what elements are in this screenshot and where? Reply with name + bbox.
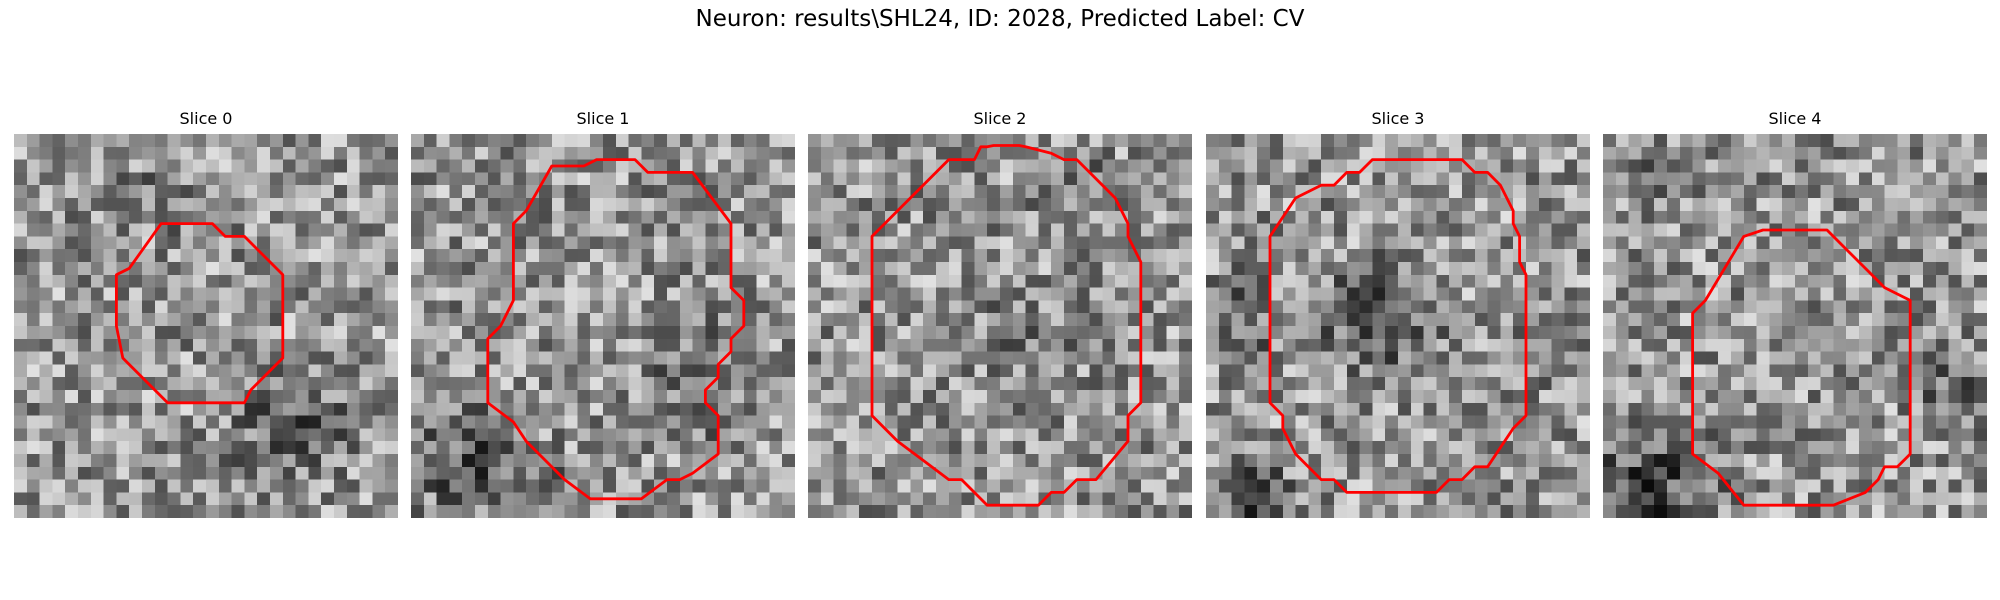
- microscopy-pixels: [411, 134, 795, 518]
- figure-title: Neuron: results\SHL24, ID: 2028, Predict…: [695, 6, 1305, 32]
- slice-title: Slice 1: [576, 109, 630, 128]
- slice-panel-3: Slice 3: [1206, 108, 1590, 518]
- microscopy-pixels: [1206, 134, 1590, 518]
- slice-panel-2: Slice 2: [808, 108, 1192, 518]
- slice-image: [808, 134, 1192, 518]
- slice-title: Slice 2: [973, 109, 1027, 128]
- roi-contour: [114, 222, 285, 405]
- slice-title: Slice 3: [1371, 109, 1425, 128]
- roi-contour: [870, 144, 1143, 507]
- roi-contour: [1691, 228, 1912, 507]
- slice-image: [14, 134, 398, 518]
- microscopy-pixels: [808, 134, 1192, 518]
- slice-title: Slice 4: [1768, 109, 1822, 128]
- slice-panel-0: Slice 0: [14, 108, 398, 518]
- roi-contour: [1268, 158, 1528, 494]
- slice-panel-1: Slice 1: [411, 108, 795, 518]
- slice-image: [1206, 134, 1590, 518]
- roi-contour: [486, 158, 746, 501]
- slice-image: [411, 134, 795, 518]
- microscopy-pixels: [1603, 134, 1987, 518]
- microscopy-pixels: [14, 134, 398, 518]
- slice-image: [1603, 134, 1987, 518]
- slice-panel-4: Slice 4: [1603, 108, 1987, 518]
- slice-title: Slice 0: [179, 109, 233, 128]
